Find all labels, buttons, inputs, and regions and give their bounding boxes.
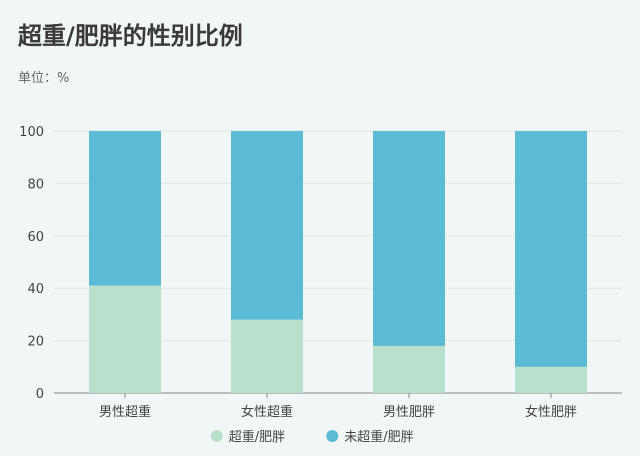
y-tick-label: 100 xyxy=(19,125,44,140)
y-tick-label: 20 xyxy=(27,335,44,350)
x-tick-label: 女性肥胖 xyxy=(525,404,577,420)
bar-segment-not-overweight xyxy=(373,131,445,346)
legend-marker-overweight xyxy=(210,430,223,442)
bar-segment-overweight xyxy=(373,345,445,393)
legend-label: 未超重/肥胖 xyxy=(344,429,413,445)
x-tick-label: 男性肥胖 xyxy=(383,405,435,420)
legend-label: 超重/肥胖 xyxy=(229,429,285,445)
x-tick-label: 男性超重 xyxy=(99,404,151,420)
bar-segment-not-overweight xyxy=(89,131,161,286)
legend-marker-not-overweight xyxy=(326,430,339,442)
y-tick-label: 40 xyxy=(27,282,44,297)
y-tick-label: 60 xyxy=(27,230,44,245)
bar-segment-overweight xyxy=(515,366,587,393)
x-tick-label: 女性超重 xyxy=(241,404,293,420)
y-tick-label: 0 xyxy=(36,387,44,402)
bar-segment-not-overweight xyxy=(515,131,587,367)
bar-segment-not-overweight xyxy=(231,131,303,320)
unit-label: 单位：% xyxy=(18,71,70,86)
bar-segment-overweight xyxy=(89,285,161,393)
bar-segment-overweight xyxy=(231,319,303,393)
chart-title: 超重/肥胖的性别比例 xyxy=(18,22,243,50)
y-tick-label: 80 xyxy=(27,177,44,192)
